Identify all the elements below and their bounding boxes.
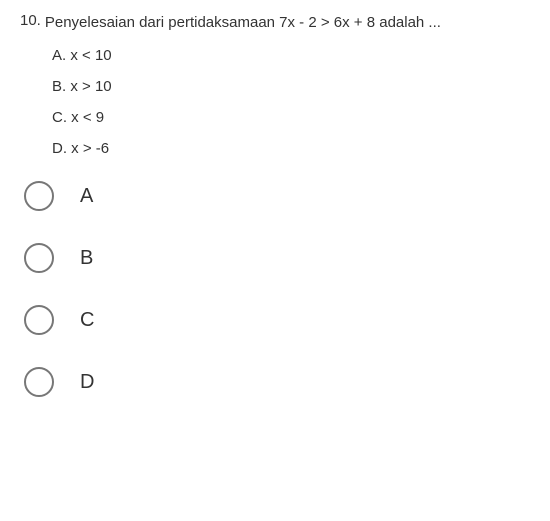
answer-content: x > -6 xyxy=(71,140,109,157)
answer-item-a: A. x < 10 xyxy=(52,47,530,64)
question-number: 10. xyxy=(20,12,41,29)
question-row: 10. Penyelesaian dari pertidaksamaan 7x … xyxy=(20,12,530,33)
answer-content: x > 10 xyxy=(70,78,111,95)
radio-options: A B C D xyxy=(24,181,530,397)
radio-circle-icon xyxy=(24,367,54,397)
answer-item-c: C. x < 9 xyxy=(52,109,530,126)
radio-label: B xyxy=(80,247,93,270)
answer-item-b: B. x > 10 xyxy=(52,78,530,95)
radio-option-b[interactable]: B xyxy=(24,243,530,273)
radio-circle-icon xyxy=(24,305,54,335)
radio-option-d[interactable]: D xyxy=(24,367,530,397)
radio-label: C xyxy=(80,309,94,332)
answer-letter: B. xyxy=(52,78,66,95)
radio-label: A xyxy=(80,185,93,208)
answer-letter: C. xyxy=(52,109,67,126)
answer-letter: D. xyxy=(52,140,67,157)
answer-list: A. x < 10 B. x > 10 C. x < 9 D. x > -6 xyxy=(52,47,530,157)
radio-option-c[interactable]: C xyxy=(24,305,530,335)
answer-content: x < 9 xyxy=(71,109,104,126)
answer-content: x < 10 xyxy=(70,47,111,64)
radio-circle-icon xyxy=(24,181,54,211)
answer-item-d: D. x > -6 xyxy=(52,140,530,157)
radio-circle-icon xyxy=(24,243,54,273)
radio-label: D xyxy=(80,371,94,394)
radio-option-a[interactable]: A xyxy=(24,181,530,211)
question-text: Penyelesaian dari pertidaksamaan 7x - 2 … xyxy=(45,12,441,33)
answer-letter: A. xyxy=(52,47,66,64)
